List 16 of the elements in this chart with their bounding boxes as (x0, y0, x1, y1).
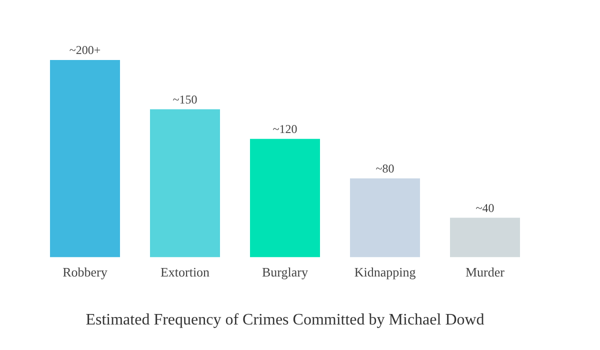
data-label: ~120 (272, 122, 298, 136)
text: Estimated Frequency of Crimes Committed by Michael Dowd (86, 312, 484, 329)
bar (250, 138, 320, 258)
x-tick-label: Murder (466, 264, 506, 280)
data-label: ~200+ (69, 43, 101, 58)
bar (150, 109, 220, 258)
data-label: ~80 (376, 161, 394, 176)
x-tick-label: Robbery (62, 264, 108, 280)
data-label: ~40 (476, 200, 494, 215)
x-tick-label: Extortion (160, 264, 210, 280)
x-tick-label: Kidnapping (354, 264, 416, 280)
data-label: ~150 (172, 92, 198, 106)
x-tick-label: Burglary (262, 264, 308, 280)
bar (50, 60, 120, 258)
bar (350, 178, 420, 258)
bar (450, 218, 520, 258)
